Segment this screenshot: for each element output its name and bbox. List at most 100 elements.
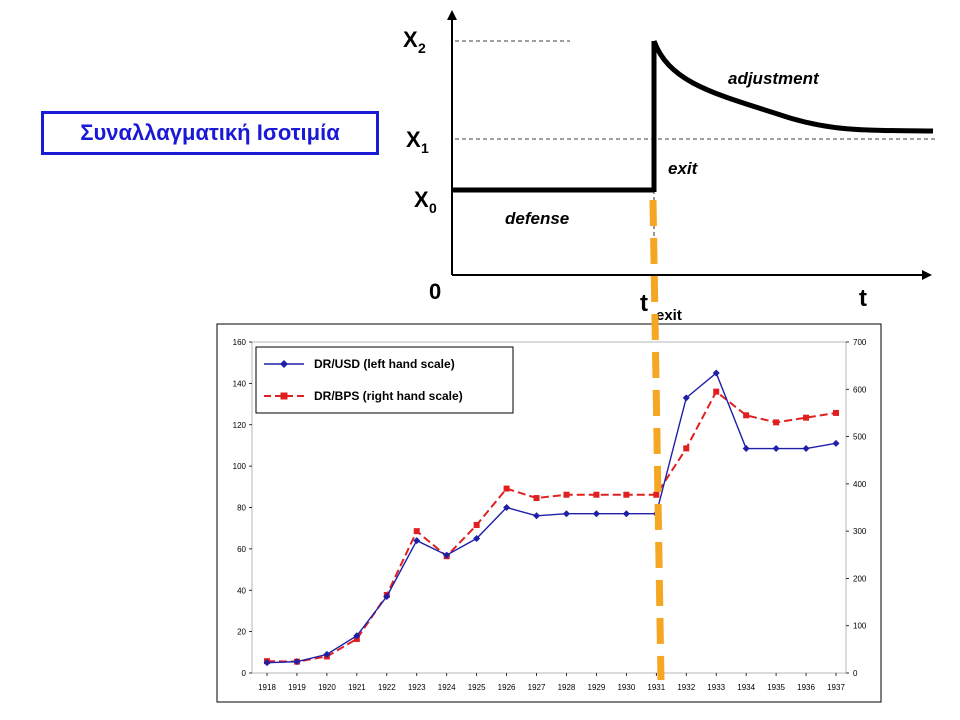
left-tick-label: 20 [237, 628, 246, 637]
legend-box [255, 346, 514, 414]
series-dr-usd-point [562, 510, 570, 518]
x1-label: X [406, 127, 421, 152]
x-tick-label: 1920 [318, 683, 336, 692]
series-dr-usd-point [353, 632, 361, 640]
right-tick-label: 600 [853, 385, 867, 394]
series-dr-bps-point [593, 491, 600, 498]
series-dr-bps-point [803, 414, 810, 421]
series-dr-usd-point [293, 658, 301, 666]
right-axis: 0 100 200 300 400 500 600 700 [846, 338, 867, 678]
x-tick-label: 1930 [617, 683, 635, 692]
x2-label: X [403, 27, 418, 52]
right-tick-label: 0 [853, 669, 858, 678]
series-dr-bps-point [743, 412, 750, 419]
series-dr-usd-point [413, 537, 421, 545]
x-tick-label: 1924 [438, 683, 456, 692]
series-dr-usd-point [533, 512, 541, 520]
left-tick-label: 140 [233, 379, 247, 388]
series-dr-usd-point [263, 659, 271, 667]
series-dr-bps-point [773, 419, 780, 426]
legend-usd-marker [280, 360, 288, 368]
page-title: Συναλλαγματική Ισοτιμία [41, 111, 379, 155]
left-tick-label: 120 [233, 421, 247, 430]
series-dr-usd-point [742, 445, 750, 453]
series-dr-bps-point [683, 445, 690, 452]
series-dr-bps-point [563, 491, 570, 498]
series-dr-usd-point [622, 510, 630, 518]
series-group [263, 369, 840, 667]
x-tick-label: 1923 [408, 683, 426, 692]
series-dr-usd-point [712, 369, 720, 377]
x-tick-label: 1928 [558, 683, 576, 692]
defense-label: defense [505, 209, 569, 228]
right-tick-label: 300 [853, 527, 867, 536]
x-tick-label: 1922 [378, 683, 396, 692]
series-dr-usd-point [592, 510, 600, 518]
right-tick-label: 200 [853, 574, 867, 583]
right-tick-label: 400 [853, 480, 867, 489]
x-tick-label: 1937 [827, 683, 845, 692]
x-tick-label: 1926 [498, 683, 516, 692]
adjustment-curve [651, 40, 934, 134]
exit-marker-line [649, 199, 665, 681]
x-tick-label: 1934 [737, 683, 755, 692]
left-tick-label: 60 [237, 545, 246, 554]
x2-subscript: 2 [418, 40, 426, 56]
left-tick-label: 100 [233, 462, 247, 471]
t-exit-subscript: exit [656, 307, 682, 324]
series-dr-usd-point [323, 650, 331, 658]
right-tick-label: 100 [853, 622, 867, 631]
x1-subscript: 1 [421, 140, 429, 156]
legend-bps-marker [280, 392, 288, 400]
legend-usd-label: DR/USD (left hand scale) [314, 357, 455, 371]
x-tick-label: 1931 [647, 683, 665, 692]
series-dr-usd-point [503, 504, 511, 511]
x-tick-label: 1925 [468, 683, 486, 692]
series-dr-usd-point [832, 439, 840, 447]
origin-label: 0 [429, 279, 441, 304]
x-tick-label: 1929 [588, 683, 606, 692]
left-axis: 0 20 40 60 80 100 120 140 160 [233, 338, 252, 678]
series-dr-usd-line [266, 371, 837, 664]
t-axis-label: t [859, 285, 867, 312]
right-tick-label: 700 [853, 338, 867, 347]
series-dr-usd-point [383, 592, 391, 600]
x0-subscript: 0 [429, 200, 437, 216]
x-tick-label: 1932 [677, 683, 695, 692]
series-dr-bps-point [413, 528, 420, 535]
right-tick-label: 500 [853, 433, 867, 442]
series-dr-usd-point [443, 551, 451, 559]
series-dr-bps-point [533, 495, 540, 502]
x-tick-label: 1933 [707, 683, 725, 692]
x-tick-label: 1921 [348, 683, 366, 692]
series-dr-bps-point [623, 491, 630, 498]
adjustment-label: adjustment [728, 69, 820, 88]
x-tick-label: 1919 [288, 683, 306, 692]
concept-x-arrow [922, 270, 932, 280]
left-tick-label: 0 [242, 669, 247, 678]
legend-bps-label: DR/BPS (right hand scale) [314, 389, 463, 403]
series-dr-usd-point [473, 535, 481, 543]
x0-label: X [414, 187, 429, 212]
series-dr-usd-point [682, 394, 690, 402]
series-dr-bps-point [833, 409, 839, 416]
series-dr-bps-point [503, 485, 510, 492]
left-tick-label: 160 [233, 338, 247, 347]
x-tick-label: 1918 [258, 683, 276, 692]
series-dr-usd-point [802, 445, 810, 453]
left-tick-label: 80 [237, 504, 246, 513]
x-tick-label: 1936 [797, 683, 815, 692]
concept-y-arrow [447, 10, 457, 20]
series-dr-bps-point [653, 491, 660, 498]
series-dr-bps-line [266, 390, 837, 663]
x-tick-label: 1935 [767, 683, 785, 692]
x-axis: 1918 1919 1920 1921 1922 1923 1924 1925 1926 1927… [258, 673, 845, 692]
series-dr-usd-point [772, 445, 780, 453]
x-tick-label: 1927 [528, 683, 546, 692]
series-dr-bps-point [473, 521, 480, 528]
exit-label: exit [668, 159, 699, 178]
series-dr-bps-point [713, 388, 720, 395]
t-exit-label: t [640, 290, 648, 317]
